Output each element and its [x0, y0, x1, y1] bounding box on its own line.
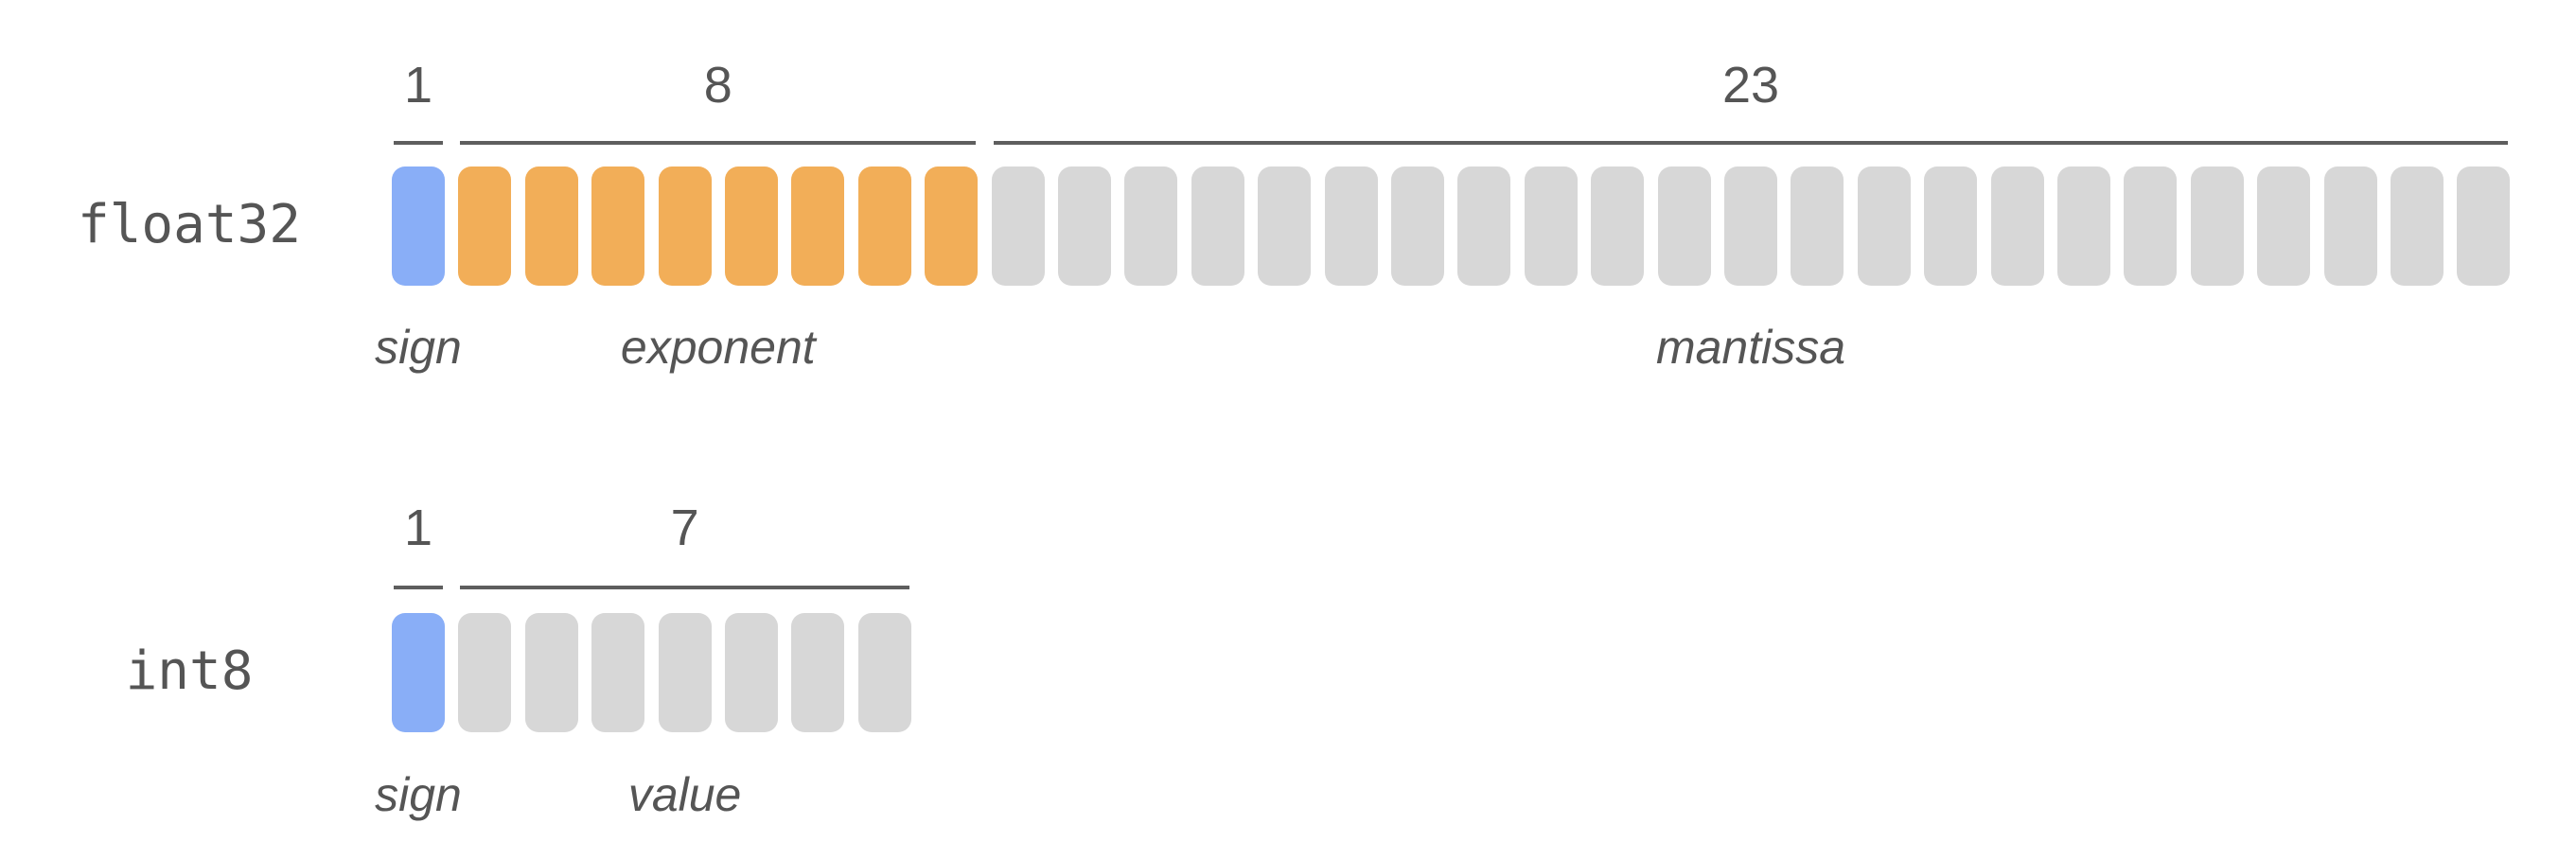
- float32-mantissa-bracket-line: [993, 141, 2509, 145]
- float32-bit-cell: [1457, 167, 1511, 286]
- int8-bit-cell: [591, 613, 645, 732]
- int8-bit-cell: [658, 613, 712, 732]
- float32-mantissa-field-label: mantissa: [1655, 321, 1846, 374]
- float32-bit-cell: [392, 167, 445, 286]
- float32-bit-cell: [1657, 167, 1711, 286]
- float32-bit-cell: [1724, 167, 1777, 286]
- float32-bit-cell: [1058, 167, 1111, 286]
- float32-bit-cell: [1324, 167, 1378, 286]
- float32-sign-bit-count: 1: [403, 57, 433, 114]
- float32-bit-cell: [991, 167, 1045, 286]
- int8-value-bracket-line: [460, 586, 909, 589]
- int8-value-bit-count: 7: [670, 500, 699, 556]
- float32-bit-cell: [1924, 167, 1978, 286]
- float32-sign-field-label: sign: [375, 321, 462, 374]
- int8-sign-bracket-line: [394, 586, 443, 589]
- int8-bit-cell: [857, 613, 911, 732]
- float32-bit-cell: [1990, 167, 2044, 286]
- float32-bit-cell: [1191, 167, 1244, 286]
- float32-bit-cell: [1391, 167, 1444, 286]
- float32-bit-cell: [925, 167, 979, 286]
- float32-bit-cell: [2391, 167, 2444, 286]
- float32-bit-cell: [1258, 167, 1312, 286]
- float32-bit-cell: [2323, 167, 2377, 286]
- float32-exponent-bracket-line: [460, 141, 977, 145]
- float32-bit-cell: [2190, 167, 2244, 286]
- float32-bit-cell: [2057, 167, 2110, 286]
- float32-bit-cell: [1857, 167, 1911, 286]
- float32-bit-cell: [1124, 167, 1178, 286]
- float32-bit-cell: [857, 167, 911, 286]
- float32-bit-cell: [524, 167, 578, 286]
- int8-sign-bit-count: 1: [403, 500, 433, 556]
- int8-sign-field-label: sign: [375, 768, 462, 821]
- row-type-label-int8: int8: [125, 640, 254, 702]
- float32-bit-cell: [1591, 167, 1645, 286]
- float32-exponent-field-label: exponent: [620, 321, 816, 374]
- float32-sign-bracket-line: [394, 141, 443, 145]
- int8-bit-cell: [458, 613, 512, 732]
- int8-bit-cell: [791, 613, 845, 732]
- float32-bit-cell: [725, 167, 778, 286]
- float32-bit-cell: [658, 167, 712, 286]
- int8-value-field-label: value: [627, 768, 742, 821]
- float32-bit-cell: [2257, 167, 2311, 286]
- float32-bit-cell: [1524, 167, 1578, 286]
- row-type-label-float32: float32: [77, 194, 301, 255]
- float32-bit-cell: [2124, 167, 2178, 286]
- float32-bit-cell: [791, 167, 845, 286]
- int8-bit-cell: [392, 613, 445, 732]
- float32-bit-cell: [1791, 167, 1844, 286]
- float32-bit-cell: [591, 167, 645, 286]
- float32-bit-cell: [2457, 167, 2511, 286]
- int8-bit-cell: [524, 613, 578, 732]
- float32-exponent-bit-count: 8: [703, 57, 732, 114]
- float32-bit-cell: [458, 167, 512, 286]
- int8-bit-cell: [725, 613, 778, 732]
- float32-mantissa-bit-count: 23: [1721, 57, 1780, 114]
